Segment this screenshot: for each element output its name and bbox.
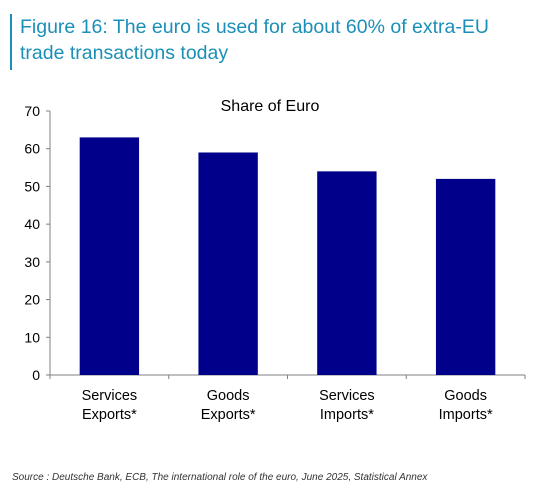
bar (435, 178, 496, 375)
x-tick-label: Services Exports* (82, 388, 138, 423)
x-tick-label: Goods Exports* (201, 388, 256, 423)
y-tick-label: 40 (24, 216, 40, 232)
plot-area: 0 10 20 30 40 50 60 70 Services Exports* Goods Expo… (24, 103, 526, 423)
y-tick-label: 70 (24, 103, 40, 119)
figure-title: Figure 16: The euro is used for about 60… (20, 16, 489, 64)
bar (79, 137, 140, 375)
y-tick-label: 50 (24, 178, 40, 194)
x-tick-label: Services Imports* (319, 388, 375, 423)
bar (198, 152, 258, 375)
y-tick-label: 10 (24, 329, 40, 345)
source-note: Source : Deutsche Bank, ECB, The interna… (12, 472, 428, 483)
x-tick-label: Goods Imports* (439, 388, 493, 423)
bar-chart: Share of Euro 0 10 20 30 40 50 60 70 Services Exp… (24, 98, 526, 423)
bar (317, 171, 377, 375)
figure-header: Figure 16: The euro is used for about 60… (10, 14, 532, 70)
y-tick-label: 30 (24, 254, 40, 270)
y-tick-label: 20 (24, 292, 40, 308)
chart-title: Share of Euro (221, 98, 320, 115)
y-tick-label: 0 (32, 367, 40, 383)
y-tick-label: 60 (24, 141, 40, 157)
